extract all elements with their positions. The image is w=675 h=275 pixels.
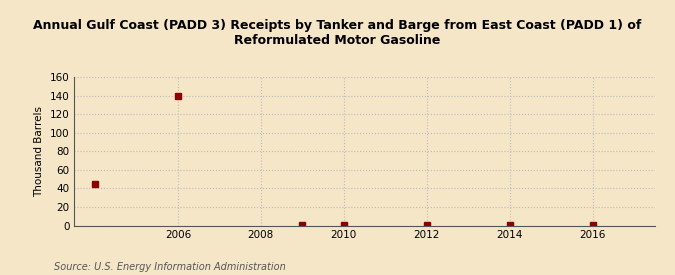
Text: Source: U.S. Energy Information Administration: Source: U.S. Energy Information Administ… — [54, 262, 286, 272]
Text: Annual Gulf Coast (PADD 3) Receipts by Tanker and Barge from East Coast (PADD 1): Annual Gulf Coast (PADD 3) Receipts by T… — [33, 19, 642, 47]
Y-axis label: Thousand Barrels: Thousand Barrels — [34, 106, 44, 197]
